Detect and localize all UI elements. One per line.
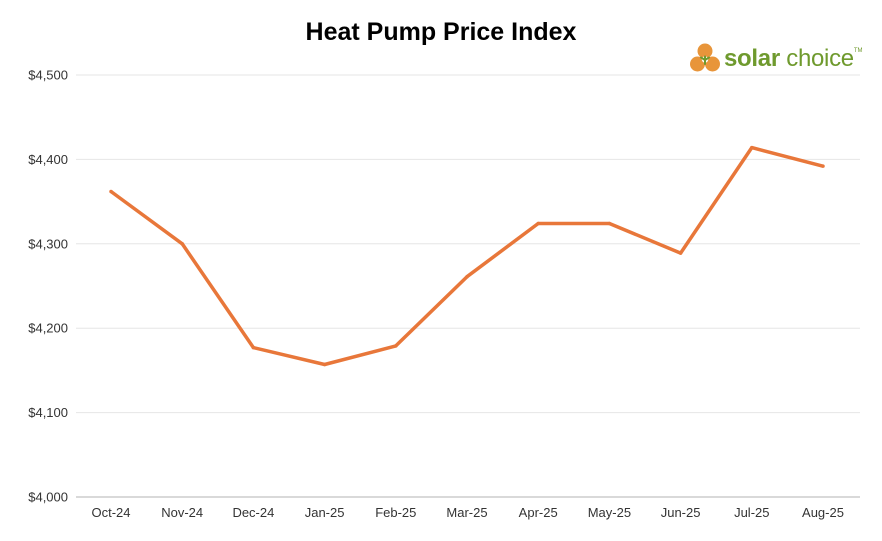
- data-point: [251, 345, 256, 350]
- x-tick-label: Nov-24: [161, 505, 203, 520]
- data-point: [750, 145, 754, 150]
- gridlines: [76, 74, 860, 414]
- logo-word-choice: choice: [779, 45, 854, 72]
- x-tick-label: Feb-25: [375, 505, 416, 520]
- data-point: [536, 221, 540, 226]
- data-point: [180, 242, 184, 246]
- data-point: [821, 164, 825, 168]
- data-point: [607, 221, 612, 226]
- x-tick-label: Jul-25: [734, 505, 769, 520]
- x-tick-label: Oct-24: [91, 505, 130, 520]
- x-axis: Oct-24 Nov-24 Dec-24 Jan-25 Feb-25 Mar-25 Apr-…: [76, 496, 860, 520]
- solar-choice-logo: solar choice TM: [690, 42, 863, 76]
- sun-flower-icon: [690, 43, 720, 72]
- y-tick-label: $4,100: [28, 405, 68, 420]
- x-tick-label: Jun-25: [661, 505, 701, 520]
- y-tick-label: $4,500: [28, 68, 68, 83]
- y-tick-label: $4,200: [28, 321, 68, 336]
- x-tick-label: Apr-25: [519, 505, 558, 520]
- series-line: [109, 145, 824, 367]
- x-tick-label: May-25: [588, 505, 631, 520]
- y-tick-label: $4,400: [28, 152, 68, 167]
- data-point: [322, 362, 327, 367]
- y-tick-label: $4,000: [28, 490, 68, 505]
- chart-title: Heat Pump Price Index: [305, 18, 577, 46]
- x-tick-label: Aug-25: [802, 505, 844, 520]
- logo-word-solar: solar: [724, 45, 780, 72]
- x-tick-label: Jan-25: [305, 505, 345, 520]
- logo-trademark: TM: [853, 48, 863, 54]
- data-point: [465, 274, 469, 279]
- data-point: [678, 251, 683, 255]
- data-point: [109, 189, 113, 194]
- y-tick-label: $4,300: [28, 236, 68, 251]
- logo-wordmark: solar choice: [724, 45, 854, 73]
- x-tick-label: Dec-24: [232, 505, 274, 520]
- data-point: [394, 344, 398, 348]
- y-axis: $4,000 $4,100 $4,200 $4,300 $4,400 $4,500: [28, 68, 68, 505]
- x-tick-label: Mar-25: [446, 505, 487, 520]
- series-group: [109, 145, 825, 367]
